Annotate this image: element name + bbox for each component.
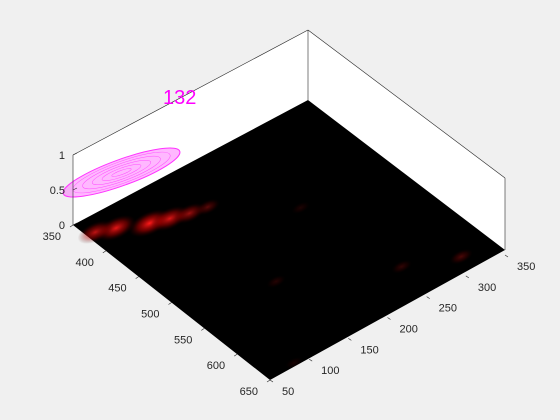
x-tick-label: 250: [439, 303, 457, 315]
y-tick-label: 650: [240, 386, 258, 398]
box-edge: [307, 29, 506, 179]
y-tick-mark: [69, 224, 74, 228]
x-tick-mark: [465, 275, 469, 279]
x-tick-label: 200: [400, 324, 418, 336]
y-tick-mark: [266, 379, 271, 383]
ellipse-mesh-ring: [82, 155, 161, 190]
y-tick-mark: [102, 250, 106, 254]
z-tick-label: 1: [59, 150, 65, 162]
box-edge: [72, 29, 309, 156]
z-tick-label: 0.5: [50, 185, 65, 197]
ellipse-mesh-ring: [101, 164, 142, 181]
heatmap-floor: [73, 100, 505, 380]
heatmap-hotspot: [449, 248, 473, 265]
x-tick-label: 50: [282, 386, 294, 398]
z-tick-mark: [72, 152, 78, 156]
ellipse-outline: [62, 147, 181, 198]
x-tick-label: 300: [478, 282, 496, 294]
y-tick-label: 550: [174, 334, 192, 346]
y-tick-label: 600: [207, 360, 225, 372]
x-tick-mark: [426, 296, 430, 299]
ellipse-surface: [62, 147, 181, 198]
x-tick-mark: [504, 254, 509, 258]
x-tick-label: 150: [360, 344, 378, 356]
z-tick-mark: [72, 187, 78, 191]
heatmap-hotspot: [291, 201, 311, 215]
x-tick-label: 100: [321, 365, 339, 377]
z-tick-mark: [72, 222, 78, 226]
x-tick-mark: [348, 338, 352, 341]
ellipse-label: 132: [163, 87, 196, 109]
heatmap-hotspot: [195, 198, 221, 216]
heatmap-hotspot: [77, 220, 113, 244]
x-tick-mark: [309, 358, 313, 362]
x-tick-label: 350: [517, 261, 535, 273]
y-tick-label: 450: [108, 283, 126, 295]
ellipse-mesh-ring: [111, 168, 132, 177]
y-tick-label: 350: [43, 231, 61, 243]
axes-3d: 50 100 150 200 250 300 350 350 400 450 500 550 600 65…: [43, 29, 536, 398]
axis-ticks: 50 100 150 200 250 300 350 350 400 450 500 550 600 65…: [43, 150, 536, 398]
y-tick-mark: [234, 353, 238, 357]
y-tick-mark: [168, 302, 172, 305]
ellipse-mesh-ring: [92, 160, 151, 185]
heatmap-glow-layer: [77, 198, 473, 369]
y-tick-label: 500: [141, 309, 159, 321]
heatmap-hotspot: [391, 259, 413, 274]
heatmap-hotspot: [266, 274, 286, 289]
y-tick-mark: [135, 276, 139, 279]
back-wall-right: [308, 30, 505, 250]
y-tick-label: 400: [75, 257, 93, 269]
x-tick-mark: [387, 317, 391, 320]
x-tick-mark: [269, 379, 274, 383]
heatmap-hotspot: [285, 356, 304, 369]
y-tick-mark: [201, 328, 205, 331]
back-wall-left: [73, 30, 308, 225]
z-tick-label: 0: [59, 220, 65, 232]
